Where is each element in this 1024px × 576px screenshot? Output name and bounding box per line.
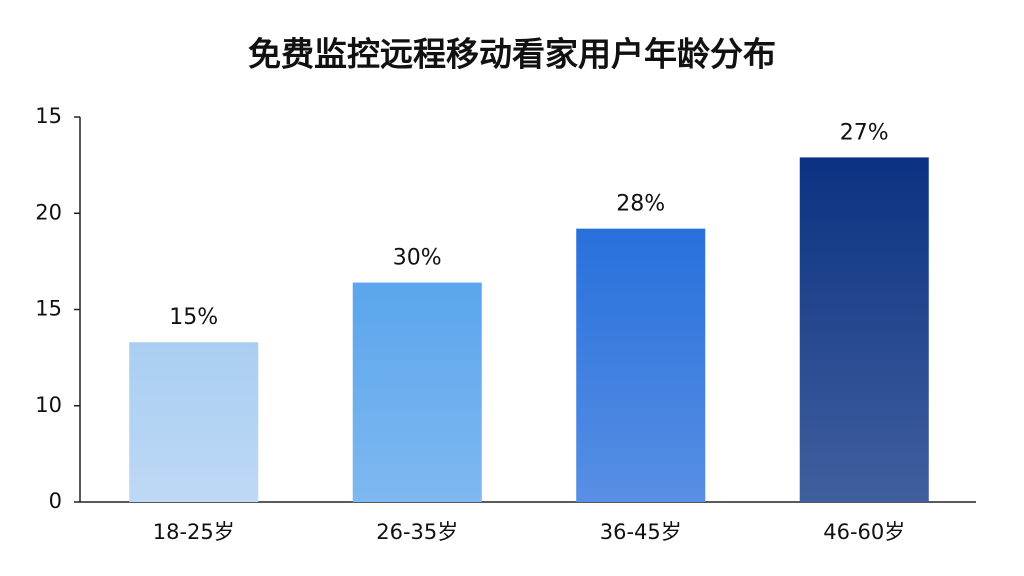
annotation: 27% <box>840 120 889 145</box>
bar-sheen <box>352 282 482 502</box>
y-tick-label: 20 <box>35 200 62 224</box>
x-tick-label: 46-60岁 <box>823 520 905 544</box>
annotation: 28% <box>616 192 665 217</box>
annotation: 15% <box>169 305 218 330</box>
y-tick-label: 15 <box>35 297 62 321</box>
x-tick-label: 36-45岁 <box>600 520 682 544</box>
bar-sheen <box>576 228 706 502</box>
bar-sheen <box>799 157 929 503</box>
y-tick-label: 0 <box>49 489 62 513</box>
annotation: 30% <box>393 246 442 271</box>
chart-title: 免费监控远程移动看家用户年龄分布 <box>248 35 776 74</box>
x-tick-label: 26-35岁 <box>376 520 458 544</box>
x-tick-label: 18-25岁 <box>153 520 235 544</box>
bar-sheen <box>129 342 259 502</box>
y-tick-label: 15 <box>35 104 62 128</box>
y-tick-label: 10 <box>35 393 62 417</box>
